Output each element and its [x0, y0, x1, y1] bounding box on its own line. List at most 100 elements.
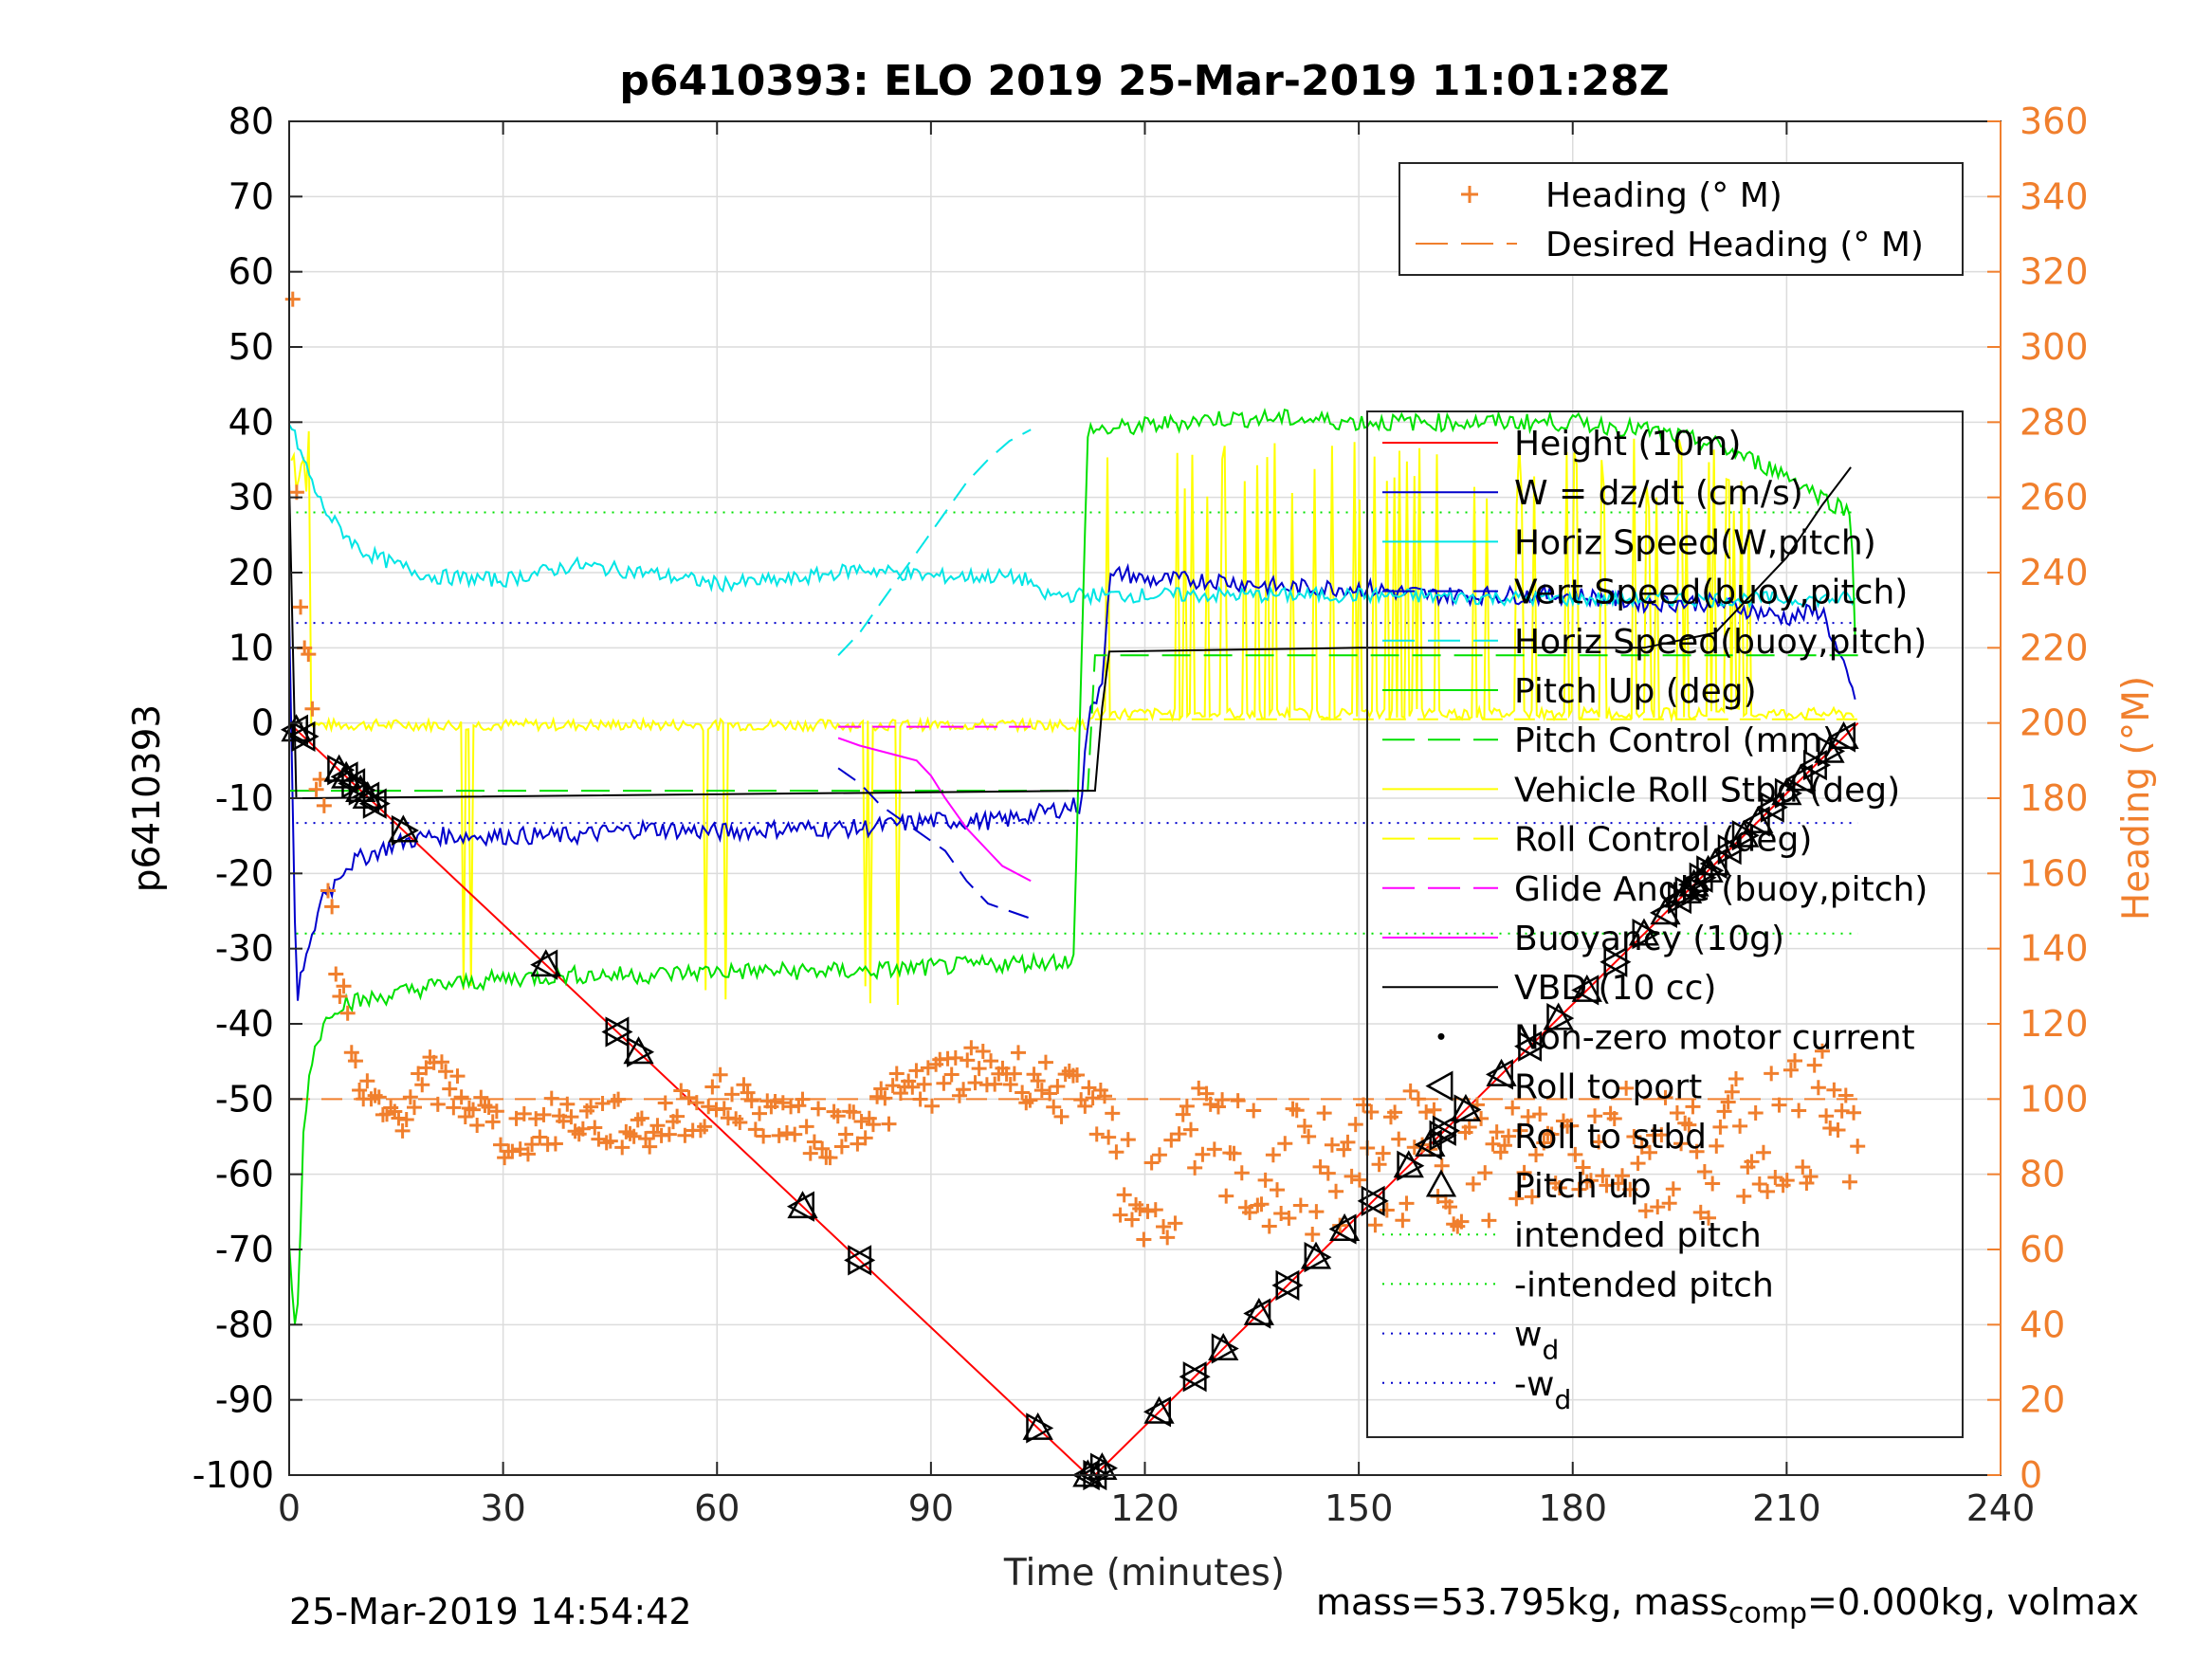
- heading-marker: [1053, 1108, 1069, 1124]
- legend-label: Pitch up: [1514, 1167, 1652, 1206]
- event-marker: [1571, 975, 1600, 1006]
- event-marker: [1674, 876, 1703, 907]
- heading-marker: [1175, 1106, 1191, 1122]
- heading-marker: [1751, 1176, 1767, 1193]
- heading-markers: [284, 291, 1866, 1248]
- series-pitch-control-mm: [289, 654, 1858, 793]
- event-marker: [1208, 1332, 1239, 1360]
- heading-marker: [1685, 1099, 1701, 1115]
- heading-marker: [1030, 1073, 1046, 1089]
- heading-marker: [1418, 1104, 1435, 1121]
- event-marker: [530, 949, 561, 977]
- heading-marker: [1630, 1156, 1646, 1172]
- heading-marker: [430, 1096, 446, 1112]
- heading-marker: [987, 1076, 1003, 1092]
- y-tick-label: 30: [229, 477, 274, 519]
- heading-marker: [1551, 1179, 1567, 1195]
- heading-marker: [798, 1119, 814, 1135]
- heading-marker: [1696, 1163, 1712, 1179]
- x-tick-label: 180: [1538, 1487, 1607, 1529]
- heading-marker: [1218, 1188, 1234, 1204]
- legend-label-subscript: d: [1542, 1335, 1559, 1366]
- legend-label: Horiz Speed(W,pitch): [1514, 523, 1876, 562]
- heading-marker: [1606, 1110, 1622, 1126]
- y2-tick-label: 0: [2020, 1454, 2042, 1496]
- heading-marker: [975, 1043, 991, 1059]
- heading-marker: [304, 701, 320, 717]
- heading-marker: [406, 1100, 422, 1116]
- heading-marker: [1077, 1098, 1093, 1114]
- heading-marker: [1575, 1159, 1591, 1176]
- x-tick-label: 60: [694, 1487, 740, 1529]
- heading-marker: [614, 1139, 631, 1156]
- heading-marker: [657, 1095, 673, 1111]
- heading-marker: [1709, 1138, 1725, 1154]
- heading-marker: [1301, 1128, 1317, 1144]
- event-marker: [1689, 862, 1717, 893]
- heading-marker: [1802, 1169, 1819, 1185]
- heading-marker: [1819, 1108, 1835, 1124]
- heading-marker: [1120, 1132, 1136, 1148]
- heading-marker: [1806, 1057, 1822, 1073]
- event-marker: [786, 1191, 814, 1222]
- heading-marker: [1320, 1165, 1336, 1181]
- heading-marker: [924, 1098, 941, 1114]
- event-marker: [1357, 1185, 1385, 1216]
- event-marker: [627, 1036, 655, 1067]
- x-tick-label: 150: [1325, 1487, 1394, 1529]
- heading-marker: [1661, 1195, 1677, 1212]
- heading-marker: [1270, 1182, 1286, 1198]
- heading-marker: [1179, 1098, 1195, 1114]
- heading-marker: [1156, 1219, 1172, 1234]
- event-marker: [1756, 792, 1784, 823]
- heading-marker: [778, 1125, 795, 1140]
- heading-marker: [602, 1133, 618, 1149]
- heading-marker: [1481, 1212, 1497, 1229]
- heading-marker: [795, 1091, 811, 1107]
- footer-mass-rest: =0.000kg, volmax: [1807, 1581, 2140, 1623]
- event-marker: [1485, 1059, 1513, 1090]
- heading-marker: [481, 1099, 497, 1115]
- heading-marker: [324, 899, 340, 915]
- y-tick-label: -20: [215, 852, 274, 894]
- y-tick-label: -80: [215, 1304, 274, 1345]
- vehicle-roll-series: [290, 430, 1855, 1006]
- heading-marker: [524, 1137, 540, 1153]
- heading-marker: [1779, 1173, 1795, 1189]
- event-marker: [1022, 1412, 1053, 1440]
- heading-marker: [865, 1117, 881, 1133]
- legend-marker-symbol: [1425, 1070, 1453, 1102]
- heading-marker: [1226, 1145, 1242, 1161]
- legend-label: -intended pitch: [1514, 1266, 1774, 1304]
- heading-marker: [1563, 1118, 1580, 1134]
- event-marker: [1328, 1212, 1361, 1241]
- heading-marker: [453, 1089, 469, 1105]
- legend-label: VBD (10 cc): [1514, 969, 1716, 1008]
- heading-marker: [1692, 1204, 1709, 1220]
- y2-tick-label: 180: [2020, 777, 2089, 819]
- heading-marker: [1375, 1145, 1391, 1161]
- heading-marker: [1650, 1199, 1666, 1215]
- event-marker: [1760, 792, 1788, 823]
- heading-marker: [1528, 1147, 1545, 1163]
- heading-marker: [1289, 1103, 1305, 1119]
- heading-marker: [442, 1081, 458, 1097]
- event-marker: [1428, 1115, 1456, 1146]
- heading-marker: [1489, 1124, 1505, 1140]
- heading-marker: [1826, 1082, 1842, 1098]
- heading-marker: [328, 966, 344, 982]
- heading-marker: [1618, 1080, 1635, 1096]
- heading-marker: [536, 1106, 552, 1122]
- heading-marker: [1356, 1097, 1372, 1113]
- heading-marker: [1265, 1147, 1281, 1163]
- heading-marker: [1163, 1132, 1179, 1148]
- heading-marker: [857, 1130, 873, 1146]
- heading-marker: [811, 1101, 827, 1117]
- heading-marker: [775, 1095, 791, 1111]
- event-marker: [1304, 1242, 1332, 1273]
- heading-marker: [1701, 1210, 1717, 1226]
- heading-marker: [1391, 1131, 1407, 1147]
- heading-marker: [1571, 1181, 1587, 1197]
- event-marker: [1818, 736, 1846, 767]
- heading-marker: [284, 291, 301, 307]
